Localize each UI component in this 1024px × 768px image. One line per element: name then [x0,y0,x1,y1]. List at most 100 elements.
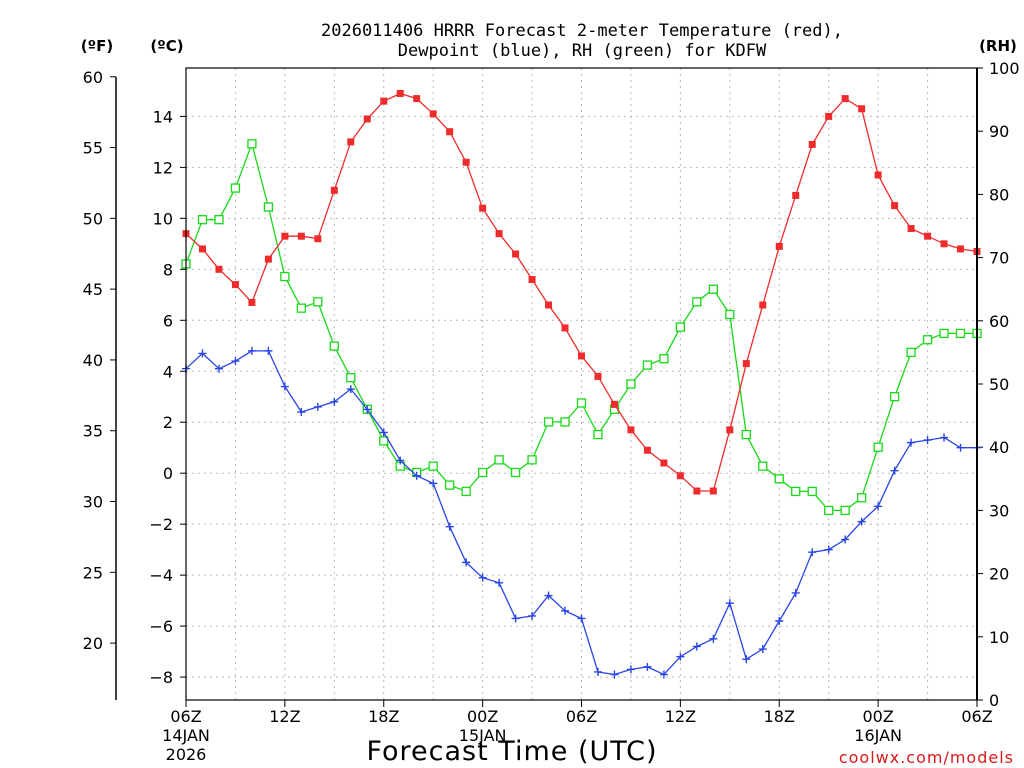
rh-point [939,328,949,339]
rh-point [642,360,653,370]
dewpoint-point [429,479,438,488]
rh-point [280,271,290,282]
dewpoint-point [412,471,421,480]
rh-point [659,354,669,364]
rh-point [741,429,751,440]
dewpoint-point [857,517,866,526]
celsius-tick-label: 6 [163,311,173,330]
rh-point [774,474,784,484]
x-tick-label: 12Z [269,707,300,726]
x-tick-label: 06Z [566,707,597,726]
rh-point [263,202,274,212]
dewpoint-point [198,349,207,358]
2-meter-temperature-point [594,372,602,380]
x-tick-label: 00Z [467,707,498,726]
dewpoint-point [247,346,256,355]
rh-tick-label: 100 [989,59,1020,78]
2-meter-temperature-point [742,360,750,368]
dewpoint-point [758,645,767,654]
rh-tick-label: 0 [989,691,999,710]
dewpoint-point [280,382,289,391]
celsius-tick-label: 14 [153,107,173,126]
dewpoint-point [297,408,306,417]
2-meter-temperature-point [198,245,206,253]
dewpoint-point [676,652,685,661]
x-tick-label: 06Z [170,707,201,726]
2-meter-temperature-point [825,112,833,120]
rh-tick-label: 70 [989,249,1009,268]
dewpoint-point [396,456,405,465]
rh-point [576,398,587,408]
dewpoint-point [610,670,619,679]
rh-point [214,215,224,225]
dewpoint-point [561,606,570,615]
dewpoint-point [907,438,916,447]
x-tick-label: 12Z [665,707,696,726]
2-meter-temperature-point [281,232,289,240]
dewpoint-point [478,573,487,582]
rh-unit-label: (RH) [979,37,1017,55]
rh-point [461,486,471,497]
2-meter-temperature-point [330,186,338,194]
fahrenheit-tick-label: 25 [83,563,103,582]
dewpoint-point [775,617,784,625]
celsius-axis: 14 12 10 8 6 4 2 0 −2 −4 −6 −8 [149,107,186,687]
celsius-tick-label: −2 [149,515,173,534]
rh-point [445,480,455,490]
dewpoint-point [742,655,751,664]
rh-tick-label: 50 [989,375,1009,394]
2-meter-temperature-point [858,105,866,113]
rh-point [313,297,323,307]
x-tick-label: 06Z [961,707,992,726]
fahrenheit-tick-label: 45 [83,280,103,299]
2-meter-temperature-point [726,426,734,434]
rh-point [675,322,686,332]
rh-point [230,183,241,193]
2-meter-temperature-point [578,352,585,360]
rh-point [510,467,521,478]
2-meter-temperature-point [957,245,965,253]
2-meter-temperature-point [775,242,783,250]
2-meter-temperature-point [940,240,948,248]
rh-point [543,417,554,427]
2-meter-temperature-point [561,324,569,332]
2-meter-temperature-point [545,301,553,309]
dewpoint-point [214,364,223,373]
x-tick-label: 18Z [368,707,399,726]
celsius-tick-label: 2 [163,413,173,432]
2-meter-temperature-point [347,138,355,146]
dewpoint-point [874,502,883,511]
dewpoint-point [577,614,586,623]
rh-point [906,347,916,358]
fahrenheit-tick-label: 30 [83,493,103,512]
2-meter-temperature-point [462,158,470,166]
watermark: coolwx.com/models [839,748,1014,767]
2-meter-temperature-point [314,235,322,243]
rh-point [708,284,718,294]
rh-point [824,505,834,516]
x-tick-date-label: 16JAN [854,726,902,745]
x-tick-date-label: 15JAN [459,726,507,745]
dewpoint-point [593,667,602,676]
chart-title-line2: Dewpoint (blue), RH (green) for KDFW [398,41,767,61]
2-meter-temperature-point [479,204,487,212]
fahrenheit-axis: 60 55 50 45 40 35 30 25 20 [83,68,116,653]
celsius-tick-label: −4 [149,566,173,585]
rh-tick-label: 10 [989,628,1009,647]
2-meter-temperature-point [264,255,272,263]
2-meter-temperature-point [446,128,454,136]
dewpoint-point [528,611,537,620]
2-meter-temperature-point [627,426,635,434]
2-meter-temperature-point [396,89,404,97]
rh-point [791,486,801,497]
dewpoint-point [264,346,273,355]
celsius-tick-label: 10 [153,209,173,228]
dewpoint-point [940,433,949,442]
dewpoint-point [956,443,965,452]
2-meter-temperature-point [891,202,899,210]
series-layer [181,89,982,679]
rh-point [758,461,768,471]
